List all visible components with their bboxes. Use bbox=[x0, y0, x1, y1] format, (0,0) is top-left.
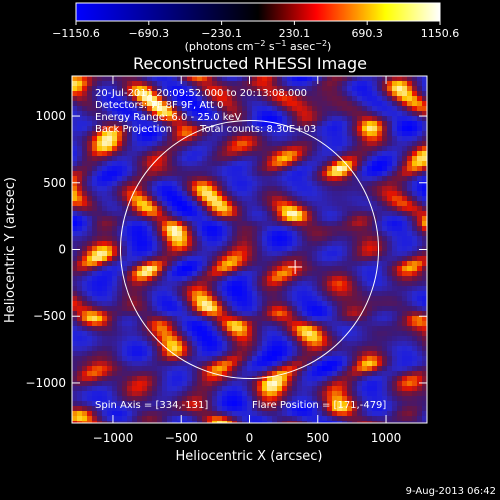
colorbar-tick-label: 690.3 bbox=[351, 27, 383, 40]
colorbar-tick-label: −230.1 bbox=[201, 27, 242, 40]
colorbar-gradient bbox=[75, 2, 441, 22]
colorbar-units: (photons cm−2 s−1 asec−2) bbox=[185, 39, 332, 53]
y-tick-label: −1000 bbox=[25, 376, 66, 390]
y-tick-label: 500 bbox=[43, 176, 66, 190]
annotation-time-range: 20-Jul-2011 20:09:52.000 to 20:13:08.000 bbox=[95, 88, 307, 99]
y-tick-label: 1000 bbox=[35, 109, 66, 123]
colorbar-tick-label: 230.1 bbox=[279, 27, 311, 40]
x-tick-label: 1000 bbox=[371, 431, 402, 445]
annotations: 20-Jul-2011 20:09:52.000 to 20:13:08.000… bbox=[95, 88, 386, 411]
annotation-method: Back Projection bbox=[95, 124, 172, 135]
annotation-total-counts: Total counts: 8.30E+03 bbox=[199, 124, 316, 135]
flare-position-marker bbox=[288, 259, 303, 274]
x-tick-label: −1000 bbox=[93, 431, 134, 445]
x-tick-label: −500 bbox=[165, 431, 198, 445]
solar-limb-circle bbox=[119, 119, 380, 380]
heatmap-cells bbox=[72, 76, 427, 423]
y-tick-label: 0 bbox=[58, 243, 66, 257]
footer-date: 9-Aug-2013 06:42 bbox=[406, 486, 496, 497]
annotation-energy-range: Energy Range: 6.0 - 25.0 keV bbox=[95, 112, 241, 123]
annotation-detectors: Detectors: 7F 8F 9F, Att 0 bbox=[95, 100, 223, 111]
annotation-spin-axis: Spin Axis = [334,-131] bbox=[95, 400, 208, 411]
chart-title: Reconstructed RHESSI Image bbox=[133, 54, 367, 73]
colorbar-tick-label: 1150.6 bbox=[421, 27, 460, 40]
x-tick-label: 500 bbox=[306, 431, 329, 445]
y-tick-label: −500 bbox=[33, 309, 66, 323]
y-axis-label: Heliocentric Y (arcsec) bbox=[3, 177, 18, 323]
colorbar-ticks: −1150.6 −690.3 −230.1 230.1 690.3 1150.6 bbox=[52, 21, 459, 40]
x-tick-label: 0 bbox=[246, 431, 254, 445]
colorbar-tick-label: −1150.6 bbox=[52, 27, 100, 40]
annotation-flare-position: Flare Position = [171,-479] bbox=[252, 400, 386, 411]
x-axis: −1000 −500 0 500 1000 bbox=[93, 76, 402, 445]
heatmap-image bbox=[72, 76, 427, 423]
colorbar: −1150.6 −690.3 −230.1 230.1 690.3 1150.6 (pho… bbox=[52, 2, 459, 53]
y-axis: 1000 500 0 −500 −1000 bbox=[25, 109, 427, 390]
colorbar-tick-label: −690.3 bbox=[128, 27, 169, 40]
x-axis-label: Heliocentric X (arcsec) bbox=[176, 449, 323, 464]
